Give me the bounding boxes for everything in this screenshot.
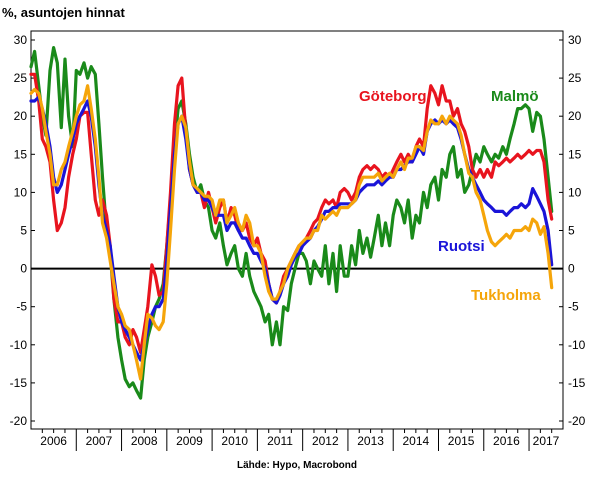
series-line-tukholma (29, 84, 554, 381)
series-lines (29, 46, 554, 400)
plot-border (30, 30, 564, 430)
y-tick-label-right: 5 (568, 224, 575, 238)
x-tick-label: 2006 (40, 434, 67, 448)
y-tick-label-left: -10 (10, 338, 28, 352)
x-axis: 2006 2007 2008 2009 2010 2011 2012 2013 2014 2015… (40, 429, 560, 451)
y-tick-label-right: 20 (568, 109, 582, 123)
x-tick-label: 2013 (357, 434, 384, 448)
y-tick-label-right: 30 (568, 33, 582, 47)
x-tick-label: 2014 (402, 434, 429, 448)
x-tick-label: 2011 (267, 434, 293, 448)
x-tick-label: 2009 (176, 434, 203, 448)
y-tick-label-right: 10 (568, 185, 582, 199)
y-tick-label-right: 15 (568, 147, 582, 161)
series-line-malmo (29, 46, 554, 400)
series-label-goteborg: Göteborg (359, 88, 427, 105)
x-tick-label: 2008 (131, 434, 158, 448)
series-label-tukholma: Tukholma (471, 287, 541, 304)
y-tick-label-right: 0 (568, 262, 575, 276)
x-tick-label: 2012 (312, 434, 339, 448)
y-tick-label-left: 5 (20, 224, 27, 238)
series-label-ruotsi: Ruotsi (438, 238, 485, 255)
x-tick-label: 2017 (533, 434, 560, 448)
y-tick-label-right: -5 (568, 300, 579, 314)
y-tick-label-left: -15 (10, 376, 28, 390)
y-tick-label-right: -20 (568, 414, 586, 428)
y-tick-label-left: 30 (14, 33, 28, 47)
left-axis-ticks: -20 -15 -10 -5 0 5 10 15 20 25 30 (10, 33, 35, 428)
source-note: Lähde: Hypo, Macrobond (237, 460, 357, 471)
y-tick-label-right: 25 (568, 71, 582, 85)
x-tick-label: 2016 (493, 434, 520, 448)
y-tick-label-left: 0 (20, 262, 27, 276)
y-tick-label-left: -20 (10, 414, 28, 428)
y-tick-label-right: -10 (568, 338, 586, 352)
series-line-goteborg (29, 72, 554, 354)
y-tick-label-left: 15 (14, 147, 28, 161)
y-tick-label-left: 10 (14, 185, 28, 199)
plot-frame (30, 30, 564, 430)
y-axis-title: %, asuntojen hinnat (2, 5, 125, 20)
series-label-malmo: Malmö (491, 88, 539, 105)
x-tick-label: 2015 (448, 434, 475, 448)
right-axis-ticks: -20 -15 -10 -5 0 5 10 15 20 25 30 (559, 33, 586, 428)
x-tick-label: 2010 (221, 434, 248, 448)
y-tick-label-left: -5 (16, 300, 27, 314)
y-tick-label-right: -15 (568, 376, 586, 390)
y-tick-label-left: 20 (14, 109, 28, 123)
x-tick-label: 2007 (86, 434, 113, 448)
y-tick-label-left: 25 (14, 71, 28, 85)
